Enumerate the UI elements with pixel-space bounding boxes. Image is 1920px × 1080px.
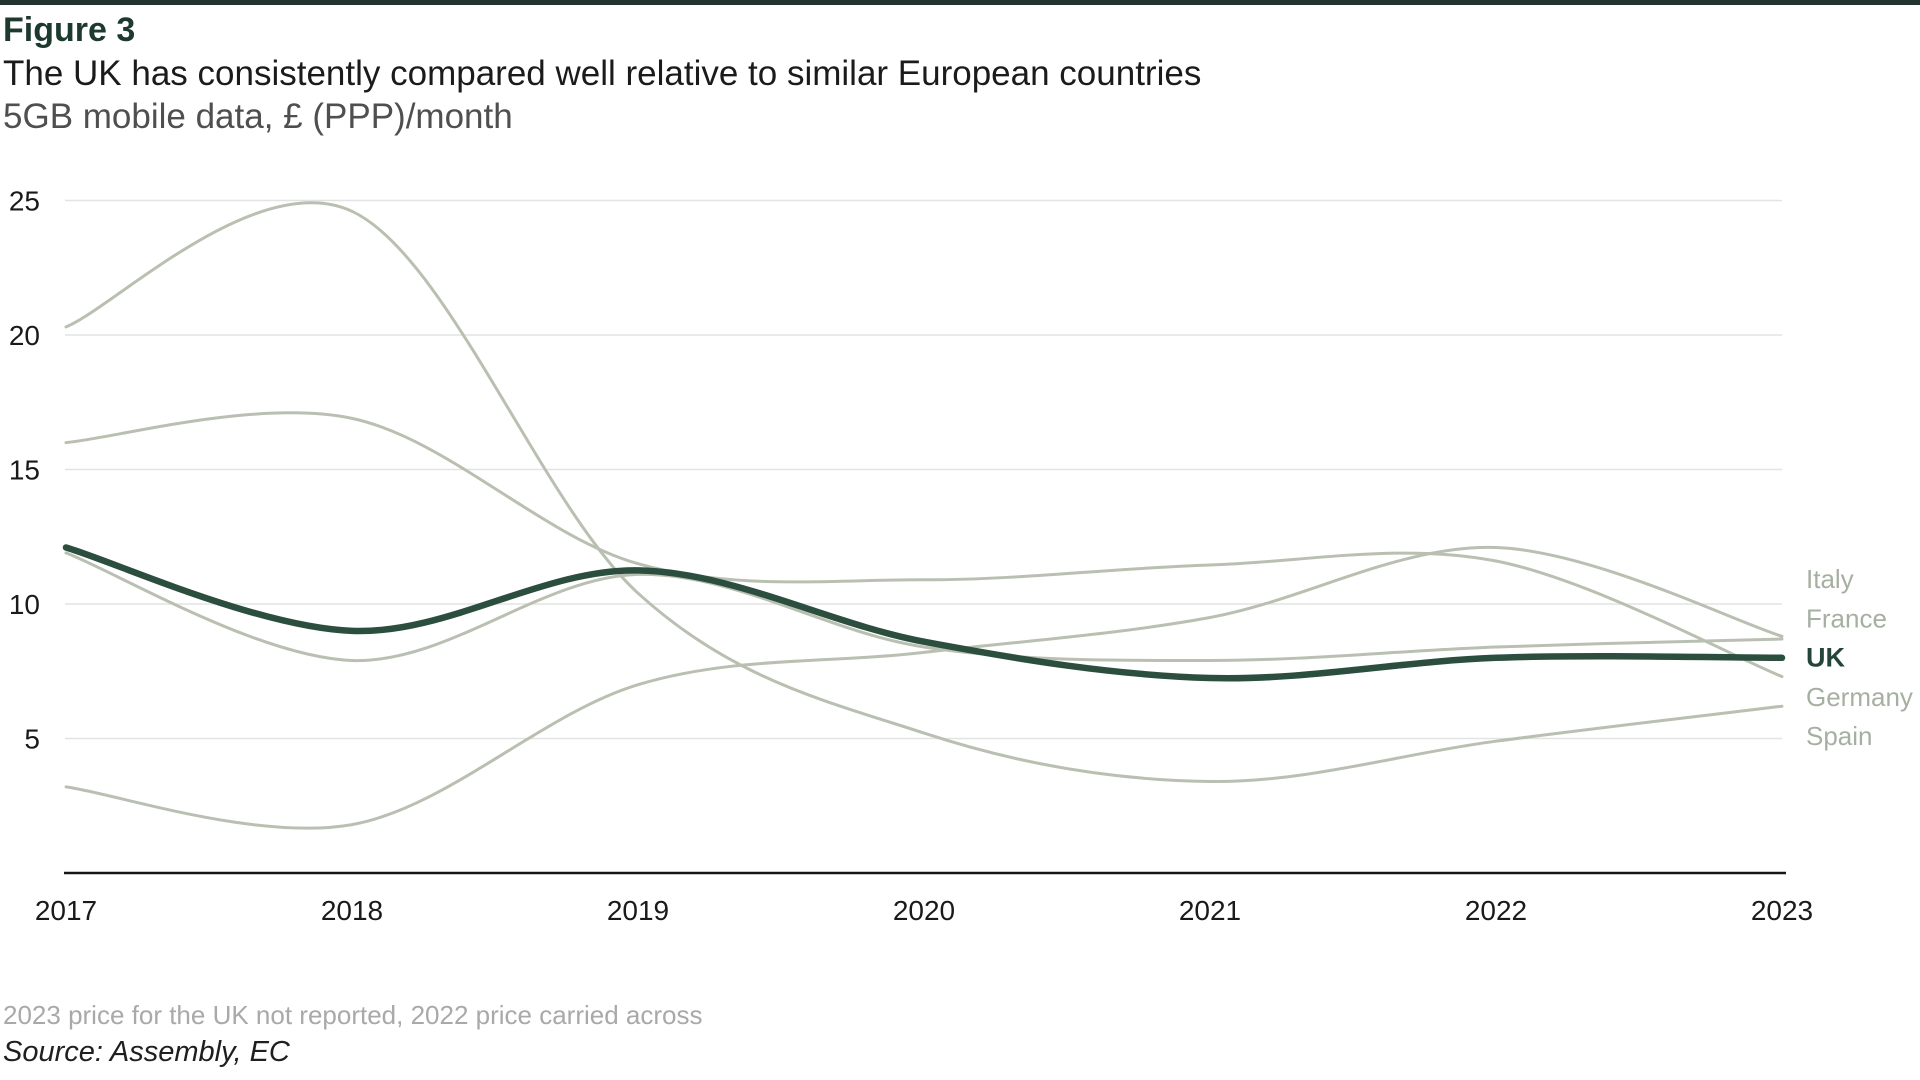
series-line-france (64, 551, 1784, 663)
chart-units-subtitle: 5GB mobile data, £ (PPP)/month (3, 97, 513, 136)
y-tick-label: 15 (9, 455, 40, 486)
top-accent-bar (0, 0, 1920, 5)
figure-label: Figure 3 (3, 11, 136, 49)
series-line-spain (64, 201, 1784, 784)
y-tick-label: 5 (24, 724, 40, 755)
x-tick-label: 2017 (35, 895, 97, 926)
y-axis-tick-labels: 5 10 15 20 25 (9, 186, 40, 755)
chart-footnote: 2023 price for the UK not reported, 2022… (3, 1000, 703, 1030)
x-tick-label: 2021 (1179, 895, 1241, 926)
x-tick-label: 2020 (893, 895, 955, 926)
y-tick-label: 25 (9, 186, 40, 217)
series-label-italy: Italy (1806, 564, 1854, 594)
series-label-spain: Spain (1806, 721, 1873, 751)
series-line-germany (64, 411, 1784, 679)
source-note: Source: Assembly, EC (3, 1036, 290, 1068)
gridlines (65, 199, 1782, 740)
x-tick-label: 2019 (607, 895, 669, 926)
x-tick-label: 2022 (1465, 895, 1527, 926)
series-label-uk: UK (1806, 643, 1845, 673)
series-lines (62, 201, 1786, 830)
x-tick-label: 2023 (1751, 895, 1813, 926)
x-axis-tick-labels: 2017 2018 2019 2020 2021 2022 2023 (35, 895, 1813, 926)
x-tick-label: 2018 (321, 895, 383, 926)
chart-title: The UK has consistently compared well re… (3, 54, 1202, 93)
series-label-france: France (1806, 603, 1887, 633)
series-line-italy (64, 545, 1784, 830)
y-tick-label: 10 (9, 589, 40, 620)
series-label-germany: Germany (1806, 682, 1913, 712)
y-tick-label: 20 (9, 320, 40, 351)
series-end-labels: Italy France UK Germany Spain (1806, 564, 1913, 751)
series-line-uk (62, 544, 1786, 682)
